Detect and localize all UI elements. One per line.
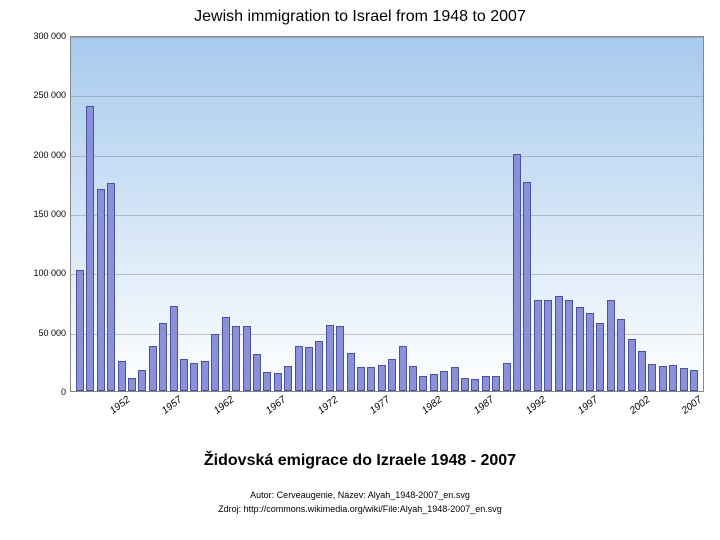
- bar: [326, 325, 334, 391]
- bar: [523, 182, 531, 391]
- y-tick-label: 200 000: [20, 150, 66, 160]
- y-tick-label: 150 000: [20, 209, 66, 219]
- x-tick-label: 1972: [316, 394, 340, 416]
- chart-area: 0 50 000 100 000 150 000 200 000 250 000 300 0…: [18, 32, 706, 432]
- bar: [555, 296, 563, 391]
- bar: [471, 379, 479, 391]
- y-tick-label: 50 000: [20, 328, 66, 338]
- bar: [128, 378, 136, 391]
- bar: [503, 363, 511, 391]
- bar: [565, 300, 573, 391]
- bar: [201, 361, 209, 391]
- y-tick-label: 0: [20, 387, 66, 397]
- bar: [211, 334, 219, 391]
- bar: [419, 376, 427, 391]
- slide-caption: Židovská emigrace do Izraele 1948 - 2007: [0, 452, 720, 470]
- bar: [305, 347, 313, 391]
- credit-line-2: Zdroj: http://commons.wikimedia.org/wiki…: [0, 504, 720, 514]
- x-tick-label: 1967: [264, 394, 288, 416]
- bar: [409, 366, 417, 391]
- slide: Jewish immigration to Israel from 1948 t…: [0, 0, 720, 540]
- x-tick-label: 1987: [472, 394, 496, 416]
- x-tick-label: 2002: [628, 394, 652, 416]
- bar: [367, 367, 375, 391]
- bar: [357, 367, 365, 391]
- bar: [586, 313, 594, 391]
- bar: [492, 376, 500, 391]
- bar: [295, 346, 303, 391]
- bar: [638, 351, 646, 391]
- bar: [76, 270, 84, 391]
- bar: [596, 323, 604, 391]
- bar: [430, 374, 438, 391]
- bar: [378, 365, 386, 391]
- bar: [180, 359, 188, 391]
- x-tick-label: 1952: [108, 394, 132, 416]
- bar: [690, 370, 698, 391]
- bar: [513, 154, 521, 391]
- bar: [534, 300, 542, 391]
- bar: [86, 106, 94, 391]
- bar: [159, 323, 167, 391]
- bar: [576, 307, 584, 391]
- bar: [544, 300, 552, 391]
- bar: [451, 367, 459, 391]
- bar: [138, 370, 146, 391]
- x-tick-label: 1962: [212, 394, 236, 416]
- bar: [482, 376, 490, 391]
- bar: [222, 317, 230, 391]
- bar: [628, 339, 636, 391]
- bar: [107, 183, 115, 391]
- bar: [253, 354, 261, 391]
- chart-title: Jewish immigration to Israel from 1948 t…: [0, 8, 720, 26]
- bar: [190, 363, 198, 391]
- bar: [617, 319, 625, 391]
- bar: [149, 346, 157, 391]
- bar: [461, 378, 469, 391]
- bar: [607, 300, 615, 391]
- bar: [669, 365, 677, 391]
- y-tick-label: 100 000: [20, 268, 66, 278]
- x-axis-labels: 1952 1957 1962 1967 1972 1977 1982 1987 1992 1997…: [70, 396, 704, 430]
- y-tick-label: 250 000: [20, 90, 66, 100]
- bar: [243, 326, 251, 391]
- plot-area: [70, 36, 704, 392]
- bar-series: [71, 37, 703, 391]
- x-tick-label: 1957: [160, 394, 184, 416]
- bar: [97, 189, 105, 391]
- bar: [388, 359, 396, 391]
- bar: [118, 361, 126, 391]
- bar: [440, 371, 448, 391]
- bar: [659, 366, 667, 391]
- x-tick-label: 1982: [420, 394, 444, 416]
- bar: [315, 341, 323, 391]
- x-tick-label: 2007: [680, 394, 704, 416]
- bar: [347, 353, 355, 391]
- credit-line-1: Autor: Cerveaugenie, Název: Alyah_1948-2…: [0, 490, 720, 500]
- y-tick-label: 300 000: [20, 31, 66, 41]
- bar: [284, 366, 292, 391]
- x-tick-label: 1992: [524, 394, 548, 416]
- bar: [170, 306, 178, 391]
- bar: [232, 326, 240, 391]
- bar: [680, 368, 688, 391]
- bar: [648, 364, 656, 391]
- bar: [336, 326, 344, 391]
- bar: [399, 346, 407, 391]
- x-tick-label: 1997: [576, 394, 600, 416]
- x-tick-label: 1977: [368, 394, 392, 416]
- bar: [274, 373, 282, 391]
- bar: [263, 372, 271, 391]
